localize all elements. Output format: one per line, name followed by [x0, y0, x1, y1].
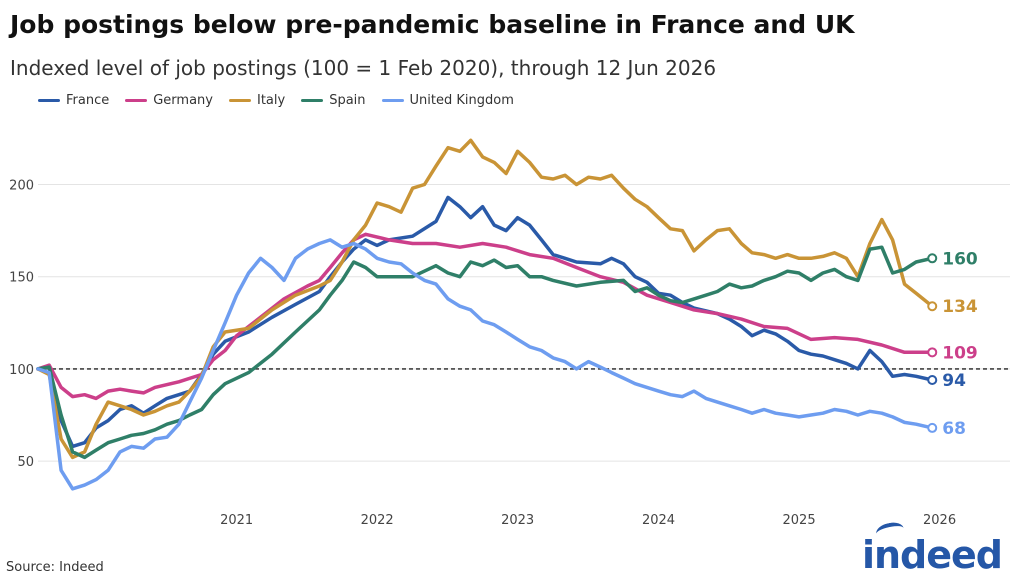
y-tick-label: 50	[17, 455, 34, 470]
legend-swatch	[125, 99, 148, 102]
legend-swatch	[301, 99, 324, 102]
y-tick-label: 100	[9, 363, 34, 378]
legend-label: Spain	[329, 93, 366, 108]
legend-item: Italy	[229, 93, 285, 108]
chart-title: Job postings below pre-pandemic baseline…	[10, 10, 855, 39]
legend-swatch	[229, 99, 251, 102]
legend-item: United Kingdom	[381, 93, 514, 108]
series-end-label: 94	[942, 371, 966, 391]
series-end-marker	[927, 422, 938, 433]
legend-label: Germany	[153, 93, 213, 108]
series-line-spain	[36, 245, 934, 460]
chart-subtitle: Indexed level of job postings (100 = 1 F…	[10, 56, 717, 80]
legend: France Germany Italy Spain United Kingdom	[38, 93, 514, 108]
x-tick-label: 2024	[642, 513, 675, 528]
series-end-marker	[927, 301, 938, 312]
legend-swatch	[381, 99, 404, 102]
series-end-marker	[927, 347, 938, 358]
indeed-logo: indeed	[861, 533, 1003, 577]
x-tick-label: 2026	[923, 513, 956, 528]
series-line-france	[36, 195, 934, 449]
source-note: Source: Indeed	[6, 560, 104, 575]
series-end-marker	[927, 374, 938, 385]
y-tick-label: 150	[9, 271, 34, 286]
y-tick-label: 200	[9, 179, 34, 194]
series-end-label: 68	[942, 419, 966, 439]
series-line-united-kingdom	[36, 238, 934, 491]
x-tick-label: 2025	[783, 513, 816, 528]
x-tick-label: 2022	[361, 513, 394, 528]
legend-label: Italy	[257, 93, 286, 108]
legend-label: France	[66, 93, 110, 108]
x-tick-label: 2021	[220, 513, 253, 528]
x-tick-label: 2023	[501, 513, 534, 528]
series-end-label: 134	[942, 297, 978, 317]
legend-item: Spain	[301, 93, 366, 108]
series-end-label: 160	[942, 249, 978, 269]
series-line-italy	[36, 138, 934, 460]
series-line-germany	[36, 232, 934, 401]
legend-label: United Kingdom	[409, 93, 514, 108]
legend-item: France	[38, 93, 109, 108]
legend-swatch	[38, 99, 60, 102]
legend-item: Germany	[125, 93, 213, 108]
series-end-marker	[927, 253, 938, 264]
series-end-label: 109	[942, 343, 978, 363]
